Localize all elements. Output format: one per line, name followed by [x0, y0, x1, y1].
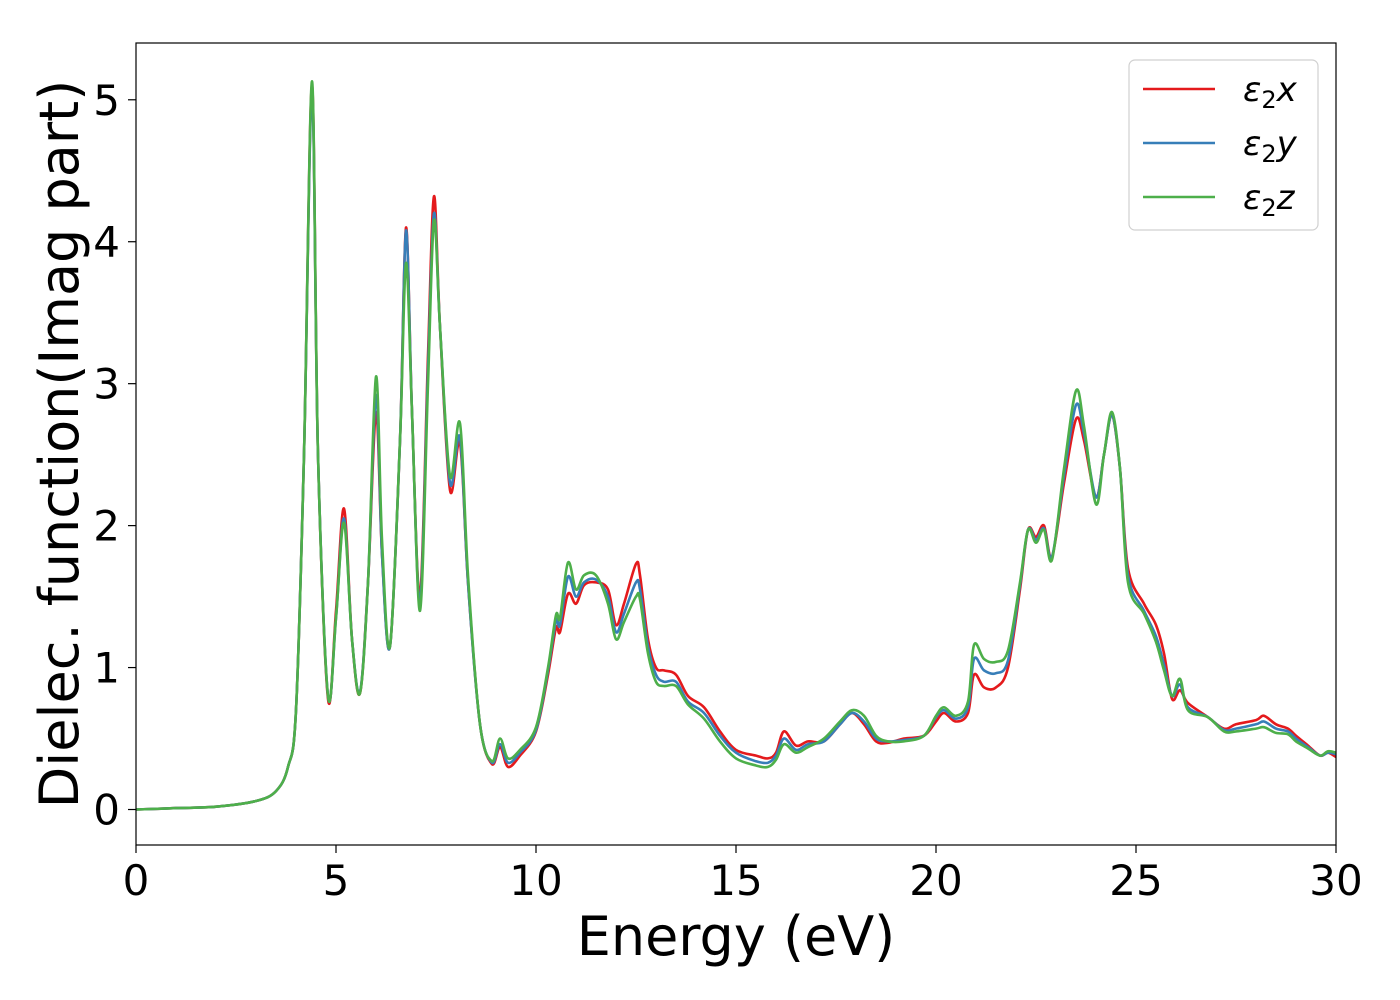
legend-label-y: ε2y: [1243, 124, 1298, 168]
x-tick-label: 5: [323, 856, 350, 905]
legend-label-base: ε: [1243, 178, 1261, 218]
y-tick-label: 1: [93, 644, 120, 693]
legend-label-subscript: 2: [1261, 86, 1276, 114]
series-layer: [135, 80, 1337, 811]
legend-label-z: ε2z: [1243, 178, 1296, 222]
legend-label-subscript: 2: [1261, 194, 1276, 222]
x-axis: 0 5 10 15 20 25 30: [123, 845, 1363, 905]
legend-label-variable: z: [1276, 178, 1296, 218]
legend-box: [1128, 59, 1319, 231]
legend-label-x: ε2x: [1243, 70, 1298, 114]
x-tick-label: 10: [509, 856, 562, 905]
y-tick-label: 4: [93, 218, 120, 267]
legend-label-variable: x: [1276, 70, 1298, 110]
x-tick-label: 0: [123, 856, 150, 905]
legend-label-subscript: 2: [1261, 140, 1276, 168]
x-axis-title: Energy (eV): [577, 905, 896, 968]
y-axis: 0 1 2 3 4 5: [93, 76, 136, 835]
y-axis-title: Dielec. function(Imag part): [28, 80, 91, 809]
y-tick-label: 0: [93, 786, 120, 835]
x-tick-label: 30: [1309, 856, 1362, 905]
y-tick-label: 2: [93, 502, 120, 551]
x-tick-label: 25: [1109, 856, 1162, 905]
legend-label-base: ε: [1243, 124, 1261, 164]
x-tick-label: 20: [909, 856, 962, 905]
legend-label-base: ε: [1243, 70, 1261, 110]
x-tick-label: 15: [709, 856, 762, 905]
y-tick-label: 3: [93, 360, 120, 409]
series-line-z: [135, 80, 1337, 811]
legend-label-variable: y: [1276, 124, 1298, 164]
y-tick-label: 5: [93, 76, 120, 125]
